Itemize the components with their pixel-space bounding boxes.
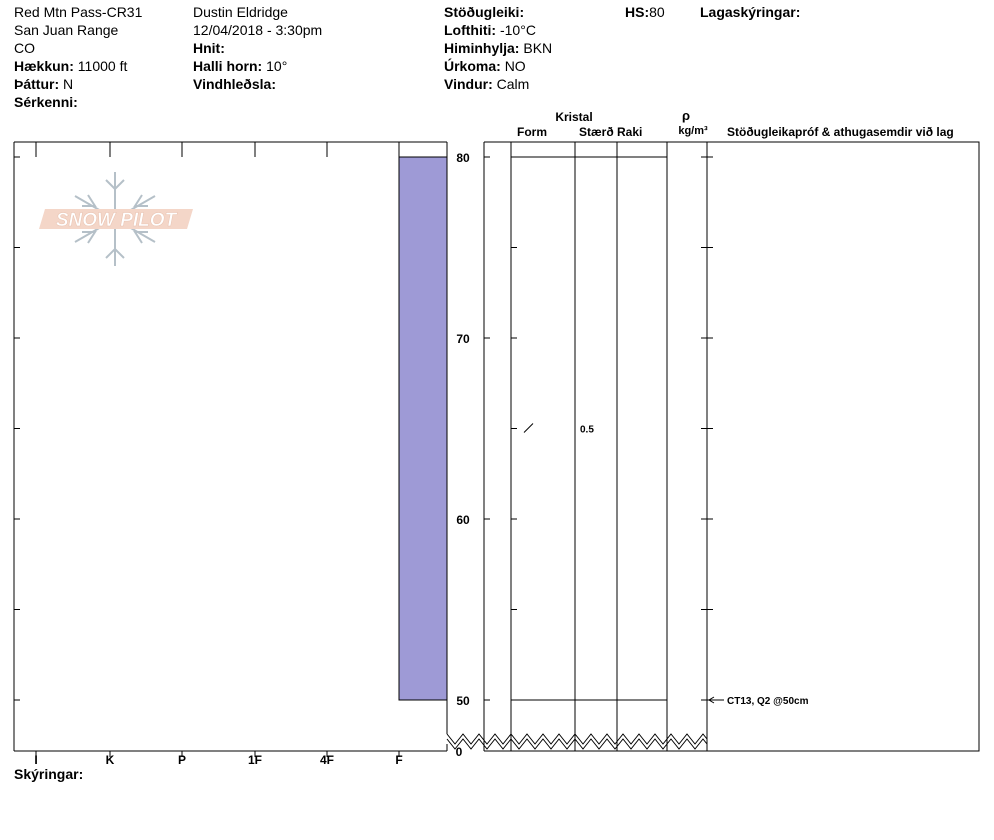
notes-label: Skýringar:: [14, 766, 84, 782]
observer-name: Dustin Eldridge: [193, 4, 288, 20]
snowpilot-logo: SNOW PILOT: [39, 172, 193, 266]
stability-label: Stöðugleiki:: [444, 4, 525, 20]
size-header: Stærð: [579, 125, 614, 139]
axis-break-lower: [446, 738, 708, 750]
elevation-value: 11000 ft: [77, 58, 128, 74]
y-tick-label: 60: [456, 513, 470, 527]
density-unit-header: kg/m³: [678, 125, 708, 137]
aspect-value: N: [63, 76, 74, 92]
wind-loading-row: Vindhleðsla:: [193, 75, 276, 93]
grain-size-value: 0.5: [580, 425, 594, 436]
hs-row: HS:80: [625, 3, 665, 21]
stability-row: Stöðugleiki:: [444, 3, 524, 21]
state: CO: [14, 40, 35, 56]
x-tick-label: K: [106, 753, 115, 767]
aspect-label: Þáttur:: [14, 76, 60, 92]
header-info: Red Mtn Pass-CR31 San Juan Range CO Hækk…: [0, 0, 994, 115]
sky-label: Himinhylja:: [444, 40, 520, 56]
aspect-row: Þáttur: N: [14, 75, 73, 93]
x-tick-label: P: [178, 753, 186, 767]
form-header: Form: [517, 125, 547, 139]
test-arrowhead: [708, 696, 715, 704]
logo-text: SNOW PILOT: [56, 210, 178, 231]
wind-row: Vindur: Calm: [444, 75, 529, 93]
slope-row: Halli horn: 10°: [193, 57, 287, 75]
rho-header: ρ: [682, 108, 690, 123]
wind-loading-label: Vindhleðsla:: [193, 76, 276, 92]
precip-value: NO: [504, 58, 526, 74]
x-tick-label: 4F: [320, 753, 334, 767]
wind-label: Vindur:: [444, 76, 493, 92]
precip-row: Úrkoma: NO: [444, 57, 526, 75]
wind-value: Calm: [496, 76, 530, 92]
coords-label: Hnit:: [193, 40, 225, 56]
moisture-header: Raki: [617, 125, 642, 139]
precip-label: Úrkoma:: [444, 58, 501, 74]
coords-row: Hnit:: [193, 39, 225, 57]
hs-label: HS:: [625, 4, 650, 20]
x-tick-label: I: [34, 753, 37, 767]
sky-value: BKN: [523, 40, 553, 56]
slope-value: 10°: [266, 58, 288, 74]
y-break-label: 0: [456, 745, 463, 759]
grain-form-symbol: [523, 423, 534, 433]
x-tick-label: 1F: [248, 753, 262, 767]
crystal-header: Kristal: [555, 110, 592, 124]
test-result: CT13, Q2 @50cm: [727, 696, 809, 707]
location-name: Red Mtn Pass-CR31: [14, 4, 143, 20]
observation-datetime: 12/04/2018 - 3:30pm: [193, 22, 323, 38]
hs-value: 80: [649, 4, 665, 20]
air-temp-row: Lofthiti: -10°C: [444, 21, 536, 39]
hardness-bar: [398, 156, 448, 701]
features-label: Sérkenni:: [14, 94, 78, 110]
tests-header: Stöðugleikapróf & athugasemdir við lag: [727, 125, 954, 139]
slope-label: Halli horn:: [193, 58, 263, 74]
layer-notes-row: Lagaskýringar:: [700, 3, 800, 21]
mountain-range: San Juan Range: [14, 22, 119, 38]
elevation-row: Hækkun: 11000 ft: [14, 57, 127, 75]
axis-break-upper: [446, 733, 708, 745]
y-tick-label: 50: [456, 694, 470, 708]
y-tick-label: 80: [456, 151, 470, 165]
layer-notes-label: Lagaskýringar:: [700, 4, 801, 20]
x-tick-label: F: [395, 753, 402, 767]
features-row: Sérkenni:: [14, 93, 78, 111]
sky-row: Himinhylja: BKN: [444, 39, 552, 57]
air-temp-label: Lofthiti:: [444, 22, 497, 38]
air-temp-value: -10°C: [499, 22, 536, 38]
elevation-label: Hækkun:: [14, 58, 74, 74]
y-tick-label: 70: [456, 332, 470, 346]
